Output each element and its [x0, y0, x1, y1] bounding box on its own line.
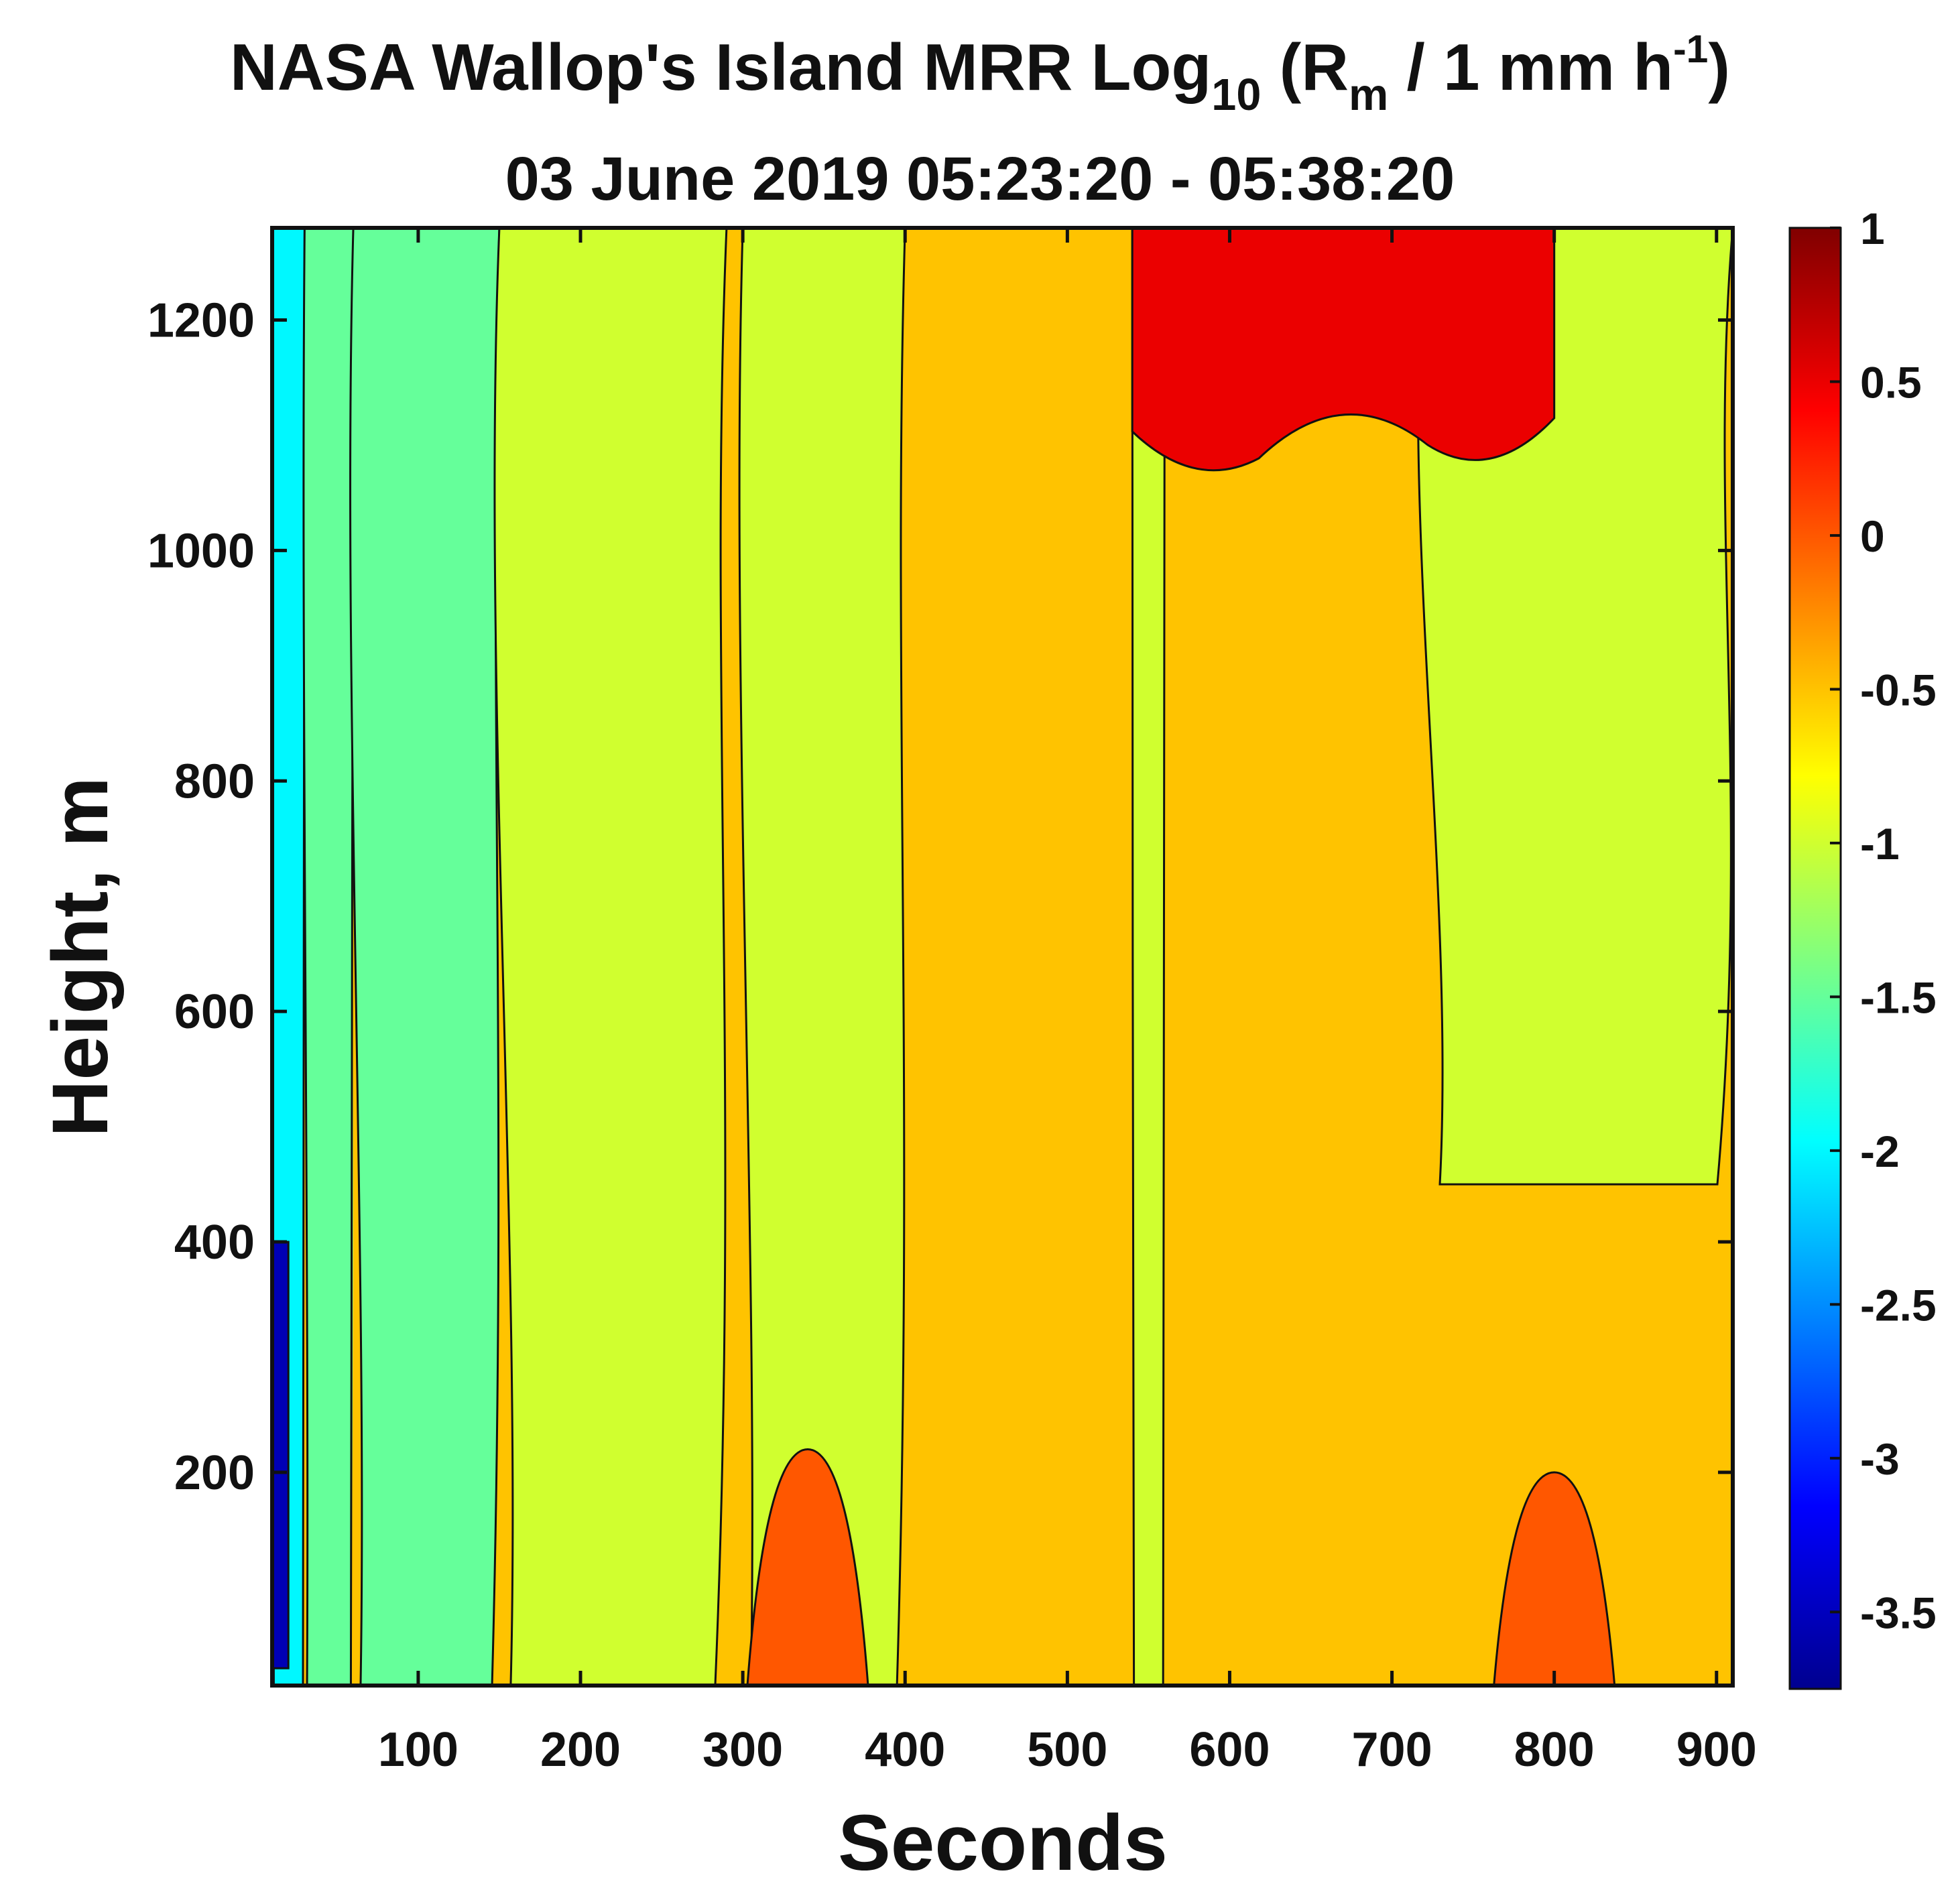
x-tick-label: 600 — [1189, 1723, 1270, 1777]
x-tick-label: 700 — [1351, 1723, 1432, 1777]
x-axis-label: Seconds — [838, 1799, 1168, 1887]
colorbar-tick-label: -1.5 — [1860, 972, 1937, 1022]
heatmap-plot — [270, 226, 1735, 1688]
colorbar-tick-label: -2.5 — [1860, 1280, 1937, 1330]
colorbar-tick-label: -1 — [1860, 819, 1900, 869]
colorbar-tick-label: -0.5 — [1860, 665, 1937, 714]
heatmap-low-region — [272, 1241, 290, 1669]
x-tick-label: 400 — [865, 1723, 945, 1777]
x-tick-label: 900 — [1676, 1723, 1757, 1777]
chart-title: NASA Wallop's Island MRR Log10 (Rm / 1 m… — [230, 27, 1730, 121]
y-tick-label: 1200 — [147, 294, 255, 348]
x-tick-label: 800 — [1514, 1723, 1595, 1777]
colorbar-gradient — [1788, 227, 1842, 1690]
heatmap-column-region — [349, 228, 501, 1686]
y-tick-label: 1000 — [147, 524, 255, 578]
chart-subtitle: 03 June 2019 05:23:20 - 05:38:20 — [505, 145, 1455, 213]
x-tick-label: 100 — [378, 1723, 458, 1777]
y-tick-label: 600 — [174, 985, 255, 1039]
heatmap-column-region — [1416, 228, 1733, 1186]
colorbar-tick-label: 0.5 — [1860, 357, 1922, 407]
y-axis-label: Height, m — [36, 777, 125, 1137]
colorbar-tick-label: 1 — [1860, 204, 1885, 253]
colorbar-tick-label: -3.5 — [1860, 1588, 1937, 1637]
heatmap-column-region — [493, 228, 728, 1686]
x-tick-label: 500 — [1027, 1723, 1107, 1777]
x-tick-label: 200 — [540, 1723, 621, 1777]
heatmap-top-region — [1131, 228, 1556, 472]
colorbar-tick-label: -2 — [1860, 1127, 1900, 1176]
plot-frame — [270, 226, 1735, 1688]
heatmap-column-region — [738, 228, 906, 1686]
y-tick-label: 200 — [174, 1446, 255, 1500]
heatmap-surface-patch — [1493, 1471, 1616, 1686]
y-tick-label: 800 — [174, 755, 255, 808]
colorbar: 1 0.5 0 -0.5 -1 -1.5 -2 -2.5 -3 -3.5 — [1788, 204, 1937, 1690]
heatmap-column-region — [302, 228, 355, 1686]
x-tick-label: 300 — [702, 1723, 783, 1777]
colorbar-tick-label: 0 — [1860, 511, 1885, 561]
y-tick-label: 400 — [174, 1216, 255, 1269]
heatmap-surface-patch — [746, 1448, 869, 1686]
colorbar-tick-label: -3 — [1860, 1434, 1900, 1484]
heatmap-column-region — [1130, 228, 1166, 1686]
